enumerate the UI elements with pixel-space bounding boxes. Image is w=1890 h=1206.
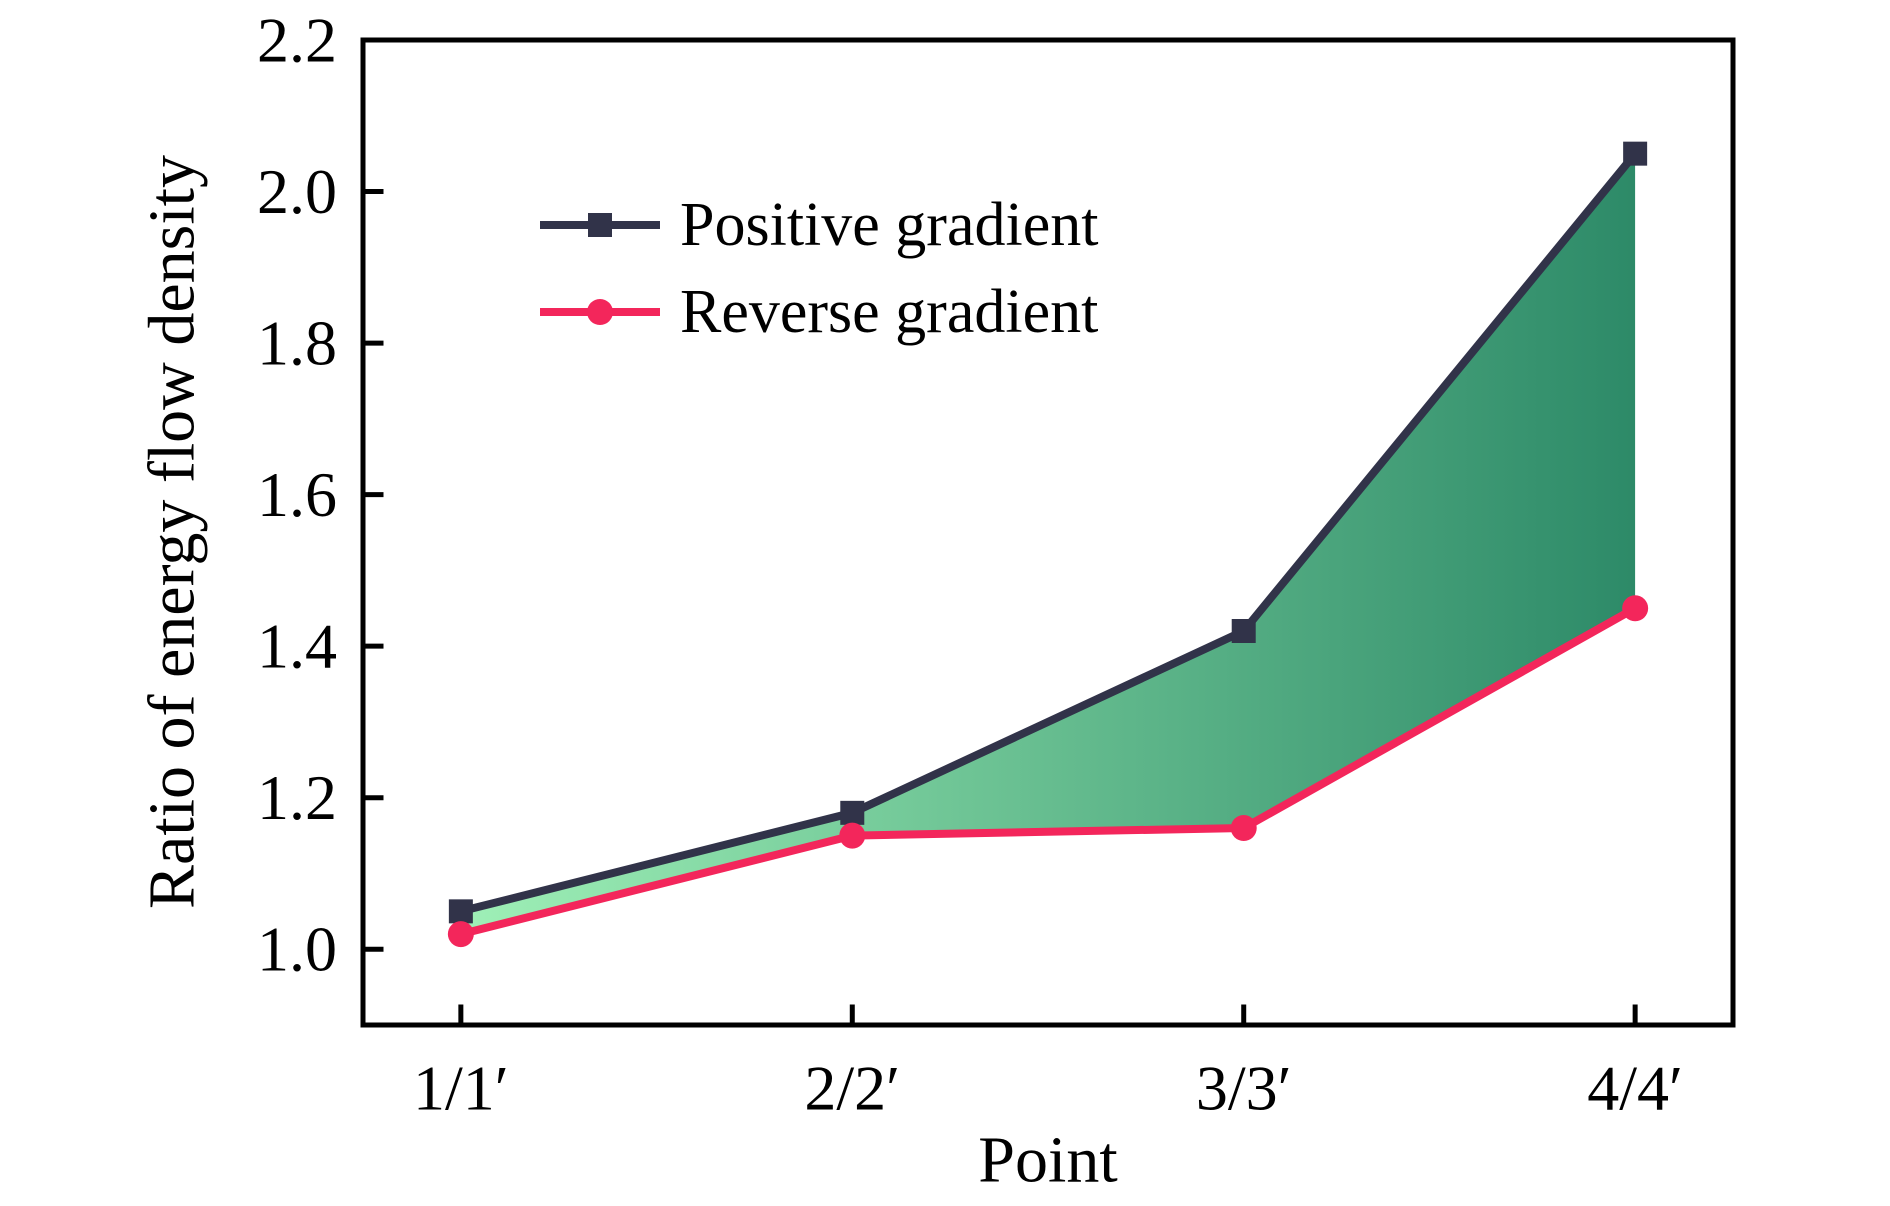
reverse-gradient-marker [839,822,866,849]
positive-gradient-line [459,151,1639,916]
reverse-gradient-marker [447,921,474,948]
y-tick-label: 1.6 [257,459,337,530]
y-axis-title: Ratio of energy flow density [136,155,209,909]
x-tick-label: 3/3′ [1196,1053,1292,1124]
legend: Positive gradient Reverse gradient [540,191,1098,346]
y-tick-label: 1.0 [257,914,337,985]
x-tick-label: 2/2′ [804,1053,900,1124]
positive-gradient-marker [840,800,865,825]
positive-gradient-marker [448,899,473,924]
reverse-gradient-marker [1230,815,1257,841]
axes-layer: 1.0 1.2 1.4 1.6 1.8 2.0 2.2 1/1′ 2/2′ 3/3′ 4/4′ [257,5,1736,1124]
positive-gradient-marker [1623,141,1648,166]
legend-label-reverse-gradient: Reverse gradient [680,278,1098,346]
y-tick-label: 1.8 [257,308,337,379]
reverse-gradient-marker [1622,595,1649,622]
y-tick-label: 1.4 [257,611,337,682]
positive-gradient-marker [1231,619,1256,643]
fill-layer [460,153,1636,935]
x-axis-title: Point [978,1124,1117,1197]
reverse-gradient-line [459,604,1638,938]
x-tick-label: 4/4′ [1587,1053,1683,1124]
fill-area [460,153,1636,935]
y-tick-label: 2.0 [257,156,337,227]
plot-border [360,37,1736,1028]
y-tick-label: 1.2 [257,762,337,833]
x-tick-label: 1/1′ [413,1053,509,1124]
legend-label-positive-gradient: Positive gradient [680,191,1098,259]
legend-marker-positive-gradient [588,213,612,237]
series-layer [447,141,1649,948]
y-tick-label: 2.2 [257,5,337,76]
legend-marker-reverse-gradient [587,299,613,325]
